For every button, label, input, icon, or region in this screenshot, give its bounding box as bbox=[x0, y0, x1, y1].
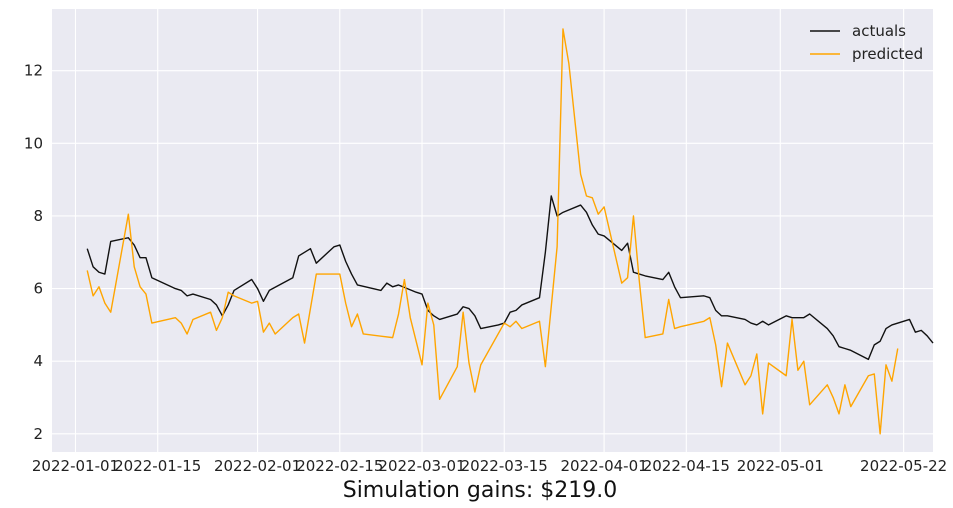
series-line-actuals bbox=[86, 195, 934, 361]
y-tick-label: 6 bbox=[33, 280, 43, 298]
legend-label-actuals: actuals bbox=[852, 22, 906, 40]
legend-label-predicted: predicted bbox=[852, 45, 923, 63]
series-layer bbox=[86, 28, 934, 435]
y-axis-ticks: 2 4 6 8 10 12 bbox=[24, 62, 43, 443]
x-tick-label: 2022-02-15 bbox=[296, 457, 383, 475]
series-line-predicted bbox=[86, 28, 899, 435]
x-tick-label: 2022-04-15 bbox=[643, 457, 730, 475]
legend: actuals predicted bbox=[810, 22, 923, 63]
x-tick-label: 2022-03-01 bbox=[378, 457, 465, 475]
x-tick-label: 2022-01-01 bbox=[32, 457, 119, 475]
y-tick-label: 4 bbox=[33, 352, 43, 370]
x-tick-label: 2022-05-01 bbox=[737, 457, 824, 475]
x-tick-label: 2022-04-01 bbox=[560, 457, 647, 475]
x-tick-label: 2022-01-15 bbox=[114, 457, 201, 475]
x-tick-label: 2022-02-01 bbox=[214, 457, 301, 475]
x-tick-label: 2022-05-22 bbox=[860, 457, 947, 475]
x-tick-label: 2022-03-15 bbox=[461, 457, 548, 475]
y-tick-label: 10 bbox=[24, 134, 43, 152]
y-tick-label: 8 bbox=[33, 207, 43, 225]
y-tick-label: 2 bbox=[33, 425, 43, 443]
y-tick-label: 12 bbox=[24, 62, 43, 80]
chart-title: Simulation gains: $219.0 bbox=[343, 478, 618, 503]
plot-background bbox=[52, 9, 933, 452]
grid-lines bbox=[52, 9, 933, 452]
